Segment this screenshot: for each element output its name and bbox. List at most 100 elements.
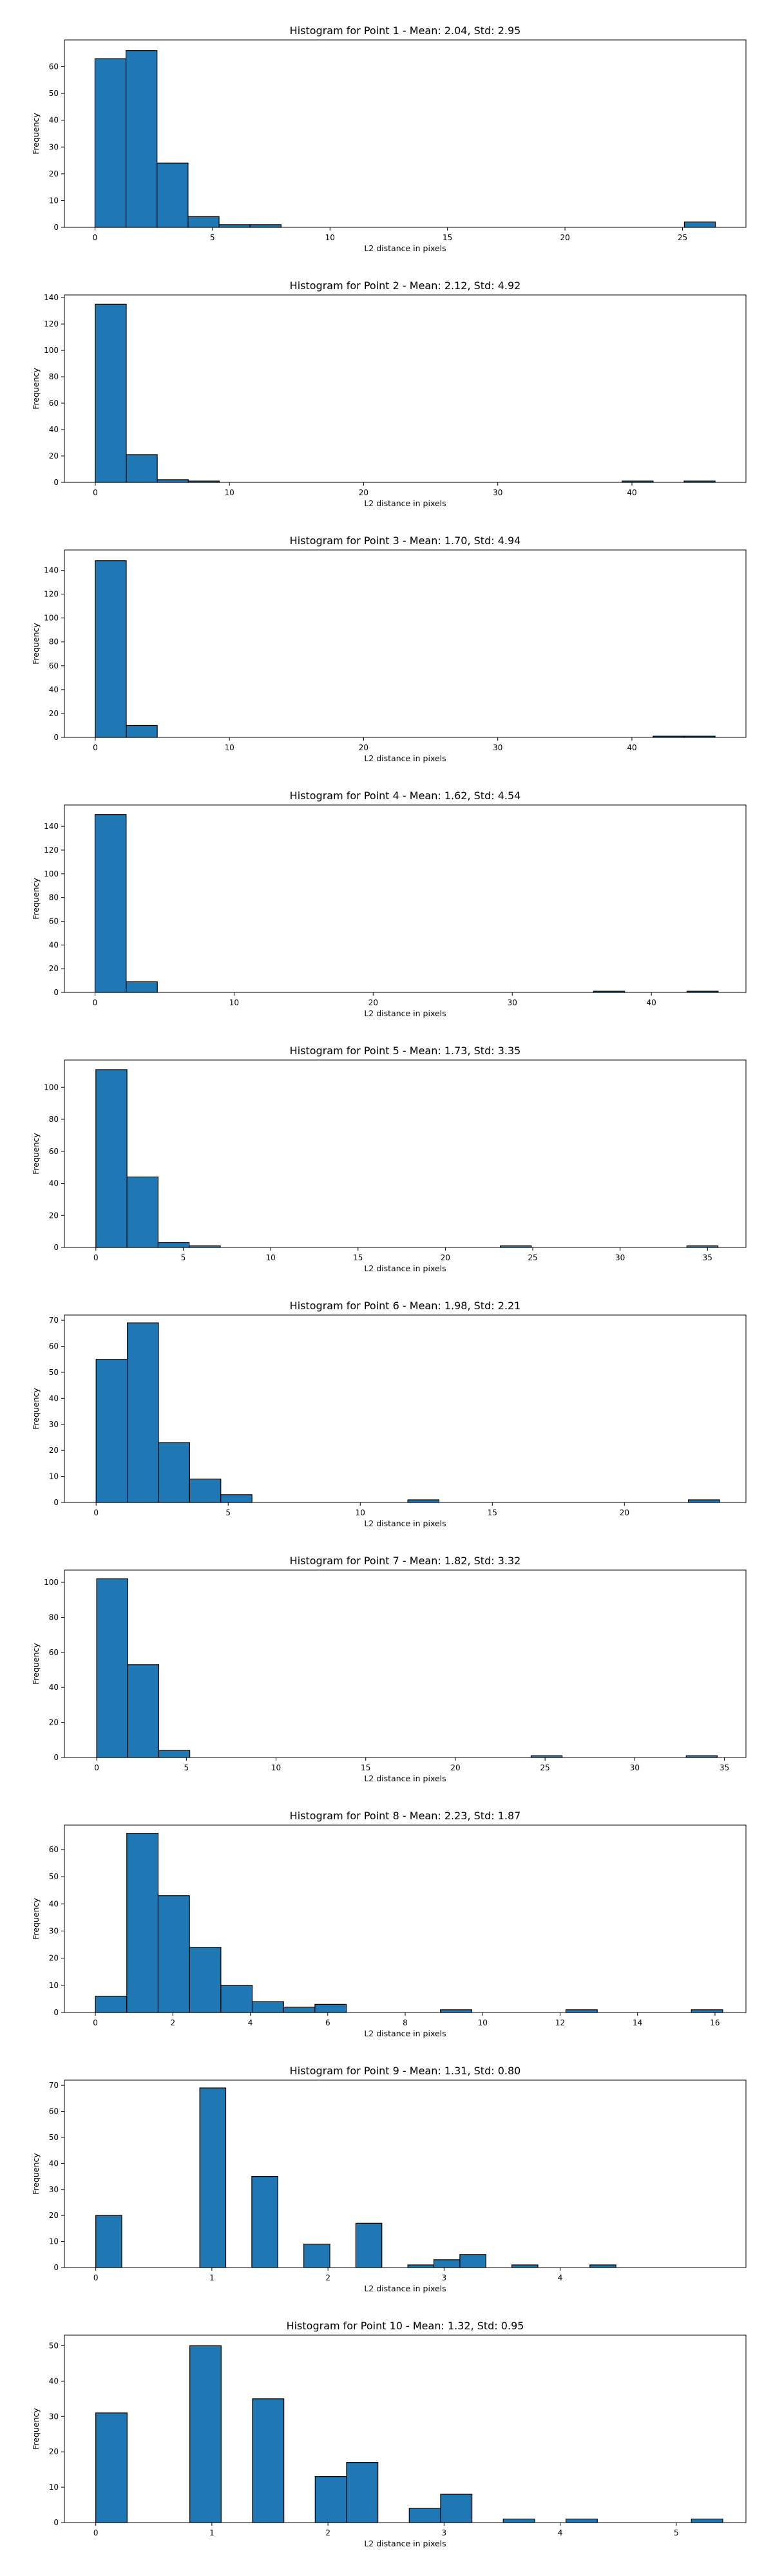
chart-panel-6: Histogram for Point 6 - Mean: 1.98, Std:… (31, 1300, 747, 1528)
x-tick-label: 10 (225, 488, 234, 497)
chart-title: Histogram for Point 5 - Mean: 1.73, Std:… (290, 1045, 521, 1057)
x-tick-label: 14 (633, 2018, 642, 2027)
axes-frame (64, 294, 747, 483)
x-axis-label: L2 distance in pixels (364, 498, 446, 508)
y-tick-label: 80 (49, 893, 59, 902)
histogram-bar (407, 2264, 435, 2268)
x-tick-label: 15 (488, 1508, 497, 1517)
y-tick-label: 100 (44, 614, 59, 623)
histogram-bar (94, 814, 127, 993)
chart-panel-5: Histogram for Point 5 - Mean: 1.73, Std:… (31, 1045, 747, 1273)
y-tick-label: 30 (49, 2185, 59, 2194)
y-tick-label: 20 (49, 1954, 59, 1963)
x-tick-label: 10 (325, 233, 335, 242)
chart-title: Histogram for Point 4 - Mean: 1.62, Std:… (290, 790, 521, 802)
x-tick-label: 40 (647, 998, 656, 1007)
histogram-bar (459, 2254, 486, 2268)
y-tick-label: 60 (49, 1845, 59, 1854)
chart-title: Histogram for Point 8 - Mean: 2.23, Std:… (290, 1810, 521, 1822)
x-tick-label: 6 (325, 2018, 330, 2027)
y-tick-label: 30 (49, 1420, 59, 1429)
y-tick-label: 60 (49, 2107, 59, 2116)
y-axis-label: Frequency (31, 878, 41, 920)
y-tick-label: 120 (44, 590, 59, 599)
x-tick-label: 40 (627, 488, 636, 497)
histogram-bar (95, 1359, 128, 1503)
chart-panel-3: Histogram for Point 3 - Mean: 1.70, Std:… (31, 535, 747, 763)
y-axis-label: Frequency (31, 2408, 41, 2450)
y-tick-label: 20 (49, 2211, 59, 2220)
y-tick-label: 0 (53, 1498, 59, 1507)
y-tick-label: 60 (49, 1342, 59, 1351)
histogram-bar (220, 1985, 253, 2013)
y-tick-label: 80 (49, 372, 59, 381)
y-tick-label: 40 (49, 685, 59, 694)
x-axis-label: L2 distance in pixels (364, 1774, 446, 1783)
y-tick-label: 40 (49, 425, 59, 434)
y-axis-label: Frequency (31, 623, 41, 665)
y-tick-label: 20 (49, 1211, 59, 1220)
x-tick-label: 30 (493, 743, 502, 752)
y-tick-label: 0 (53, 478, 59, 487)
x-tick-label: 0 (93, 2273, 99, 2282)
histogram-bar (126, 1176, 159, 1248)
histogram-bar (189, 1479, 222, 1503)
histogram-bar (218, 224, 251, 228)
x-tick-label: 0 (93, 2528, 99, 2537)
x-tick-label: 10 (265, 1253, 275, 1262)
y-tick-label: 100 (44, 869, 59, 878)
y-tick-label: 40 (49, 1683, 59, 1692)
x-tick-label: 25 (678, 233, 687, 242)
x-tick-label: 0 (93, 1508, 99, 1517)
histogram-bar (95, 1996, 128, 2013)
histogram-bar (95, 2215, 122, 2268)
x-tick-label: 15 (361, 1763, 370, 1772)
histogram-bar (127, 1664, 160, 1758)
x-axis-label: L2 distance in pixels (364, 753, 446, 763)
x-tick-label: 3 (442, 2273, 447, 2282)
y-tick-label: 100 (44, 1578, 59, 1587)
histogram-bar (440, 2009, 472, 2013)
x-tick-label: 30 (630, 1763, 640, 1772)
histogram-bar (157, 1242, 190, 1248)
x-tick-label: 0 (93, 233, 98, 242)
x-tick-label: 4 (558, 2528, 563, 2537)
y-tick-label: 0 (53, 2263, 59, 2272)
y-tick-label: 80 (49, 638, 59, 647)
y-tick-label: 60 (49, 661, 59, 670)
histogram-bar (252, 2398, 285, 2523)
y-tick-label: 20 (49, 451, 59, 460)
y-tick-label: 10 (49, 2483, 59, 2492)
x-tick-label: 2 (170, 2018, 175, 2027)
y-tick-label: 50 (49, 1368, 59, 1377)
y-tick-label: 20 (49, 169, 59, 178)
y-axis-label: Frequency (31, 1133, 41, 1175)
x-tick-label: 4 (558, 2273, 563, 2282)
x-tick-label: 0 (93, 998, 98, 1007)
x-tick-label: 20 (560, 233, 569, 242)
y-tick-label: 0 (53, 1753, 59, 1762)
x-axis-label: L2 distance in pixels (364, 1519, 446, 1528)
histogram-bar (691, 2518, 723, 2523)
x-axis-label: L2 distance in pixels (364, 2029, 446, 2038)
y-tick-label: 80 (49, 1115, 59, 1124)
y-tick-label: 80 (49, 1613, 59, 1622)
x-tick-label: 12 (555, 2018, 565, 2027)
y-tick-label: 60 (49, 399, 59, 408)
y-tick-label: 50 (49, 1872, 59, 1881)
histogram-bar (688, 1499, 720, 1503)
histogram-bar (126, 1322, 159, 1503)
y-tick-label: 10 (49, 1981, 59, 1990)
histogram-bar (346, 2462, 379, 2523)
histogram-bar (502, 2518, 535, 2523)
x-tick-label: 8 (403, 2018, 408, 2027)
histogram-bar (249, 224, 282, 228)
x-tick-label: 5 (184, 1763, 189, 1772)
histogram-bar (220, 1494, 253, 1503)
histogram-bar (95, 560, 127, 738)
histogram-bar (95, 303, 127, 483)
y-tick-label: 140 (44, 293, 59, 302)
x-tick-label: 5 (225, 1508, 231, 1517)
y-tick-label: 10 (49, 2237, 59, 2246)
axes-frame (64, 1059, 747, 1248)
